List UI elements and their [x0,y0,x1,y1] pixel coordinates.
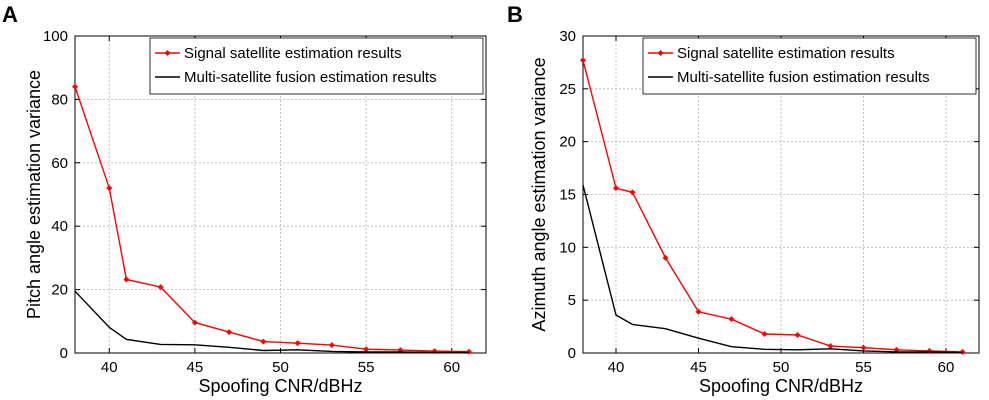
panel-letter: B [507,2,523,27]
y-axis-label: Pitch angle estimation variance [24,70,44,319]
data-point [794,332,801,339]
data-point [123,276,130,283]
y-tick-label: 60 [51,155,68,172]
data-point [260,338,267,345]
series-line [582,184,963,354]
series-single-satellite [72,83,472,355]
x-tick-label: 45 [187,359,204,376]
data-point [695,308,702,315]
data-point [157,284,164,291]
x-tick-label: 55 [358,359,375,376]
data-point [761,330,768,337]
data-point [860,344,867,351]
data-point [191,319,198,326]
y-tick-label: 100 [43,28,68,45]
data-point [580,57,586,64]
data-point [106,185,113,192]
data-point [294,340,301,347]
x-tick-label: 45 [690,359,707,376]
series-line [74,290,469,354]
x-tick-label: 55 [855,359,872,376]
x-tick-label: 40 [101,359,118,376]
legend-label: Signal satellite estimation results [184,45,402,62]
y-tick-label: 0 [568,345,576,362]
legend: Signal satellite estimation results Multi… [642,37,977,95]
x-tick-label: 40 [608,359,625,376]
legend-label: Signal satellite estimation results [677,45,895,62]
legend-box [149,37,484,95]
legend-label: Multi-satellite fusion estimation result… [677,69,930,86]
legend-swatch-marker [657,50,664,56]
y-tick-label: 10 [559,239,576,256]
data-point [328,342,335,349]
data-point [629,189,636,196]
y-tick-label: 30 [559,28,576,45]
y-tick-label: 15 [559,187,576,204]
x-tick-label: 60 [443,359,460,376]
series-multi-satellite-fusion [582,184,963,354]
series-multi-satellite-fusion [74,290,469,354]
legend: Signal satellite estimation results Multi… [149,37,484,95]
data-point [363,346,370,353]
x-axis-label: Spoofing CNR/dBHz [699,376,863,396]
data-point [662,254,669,261]
y-tick-label: 5 [568,292,576,309]
x-tick-label: 50 [773,359,790,376]
data-point [613,185,619,192]
data-point [827,343,834,350]
x-tick-label: 60 [938,359,955,376]
y-tick-label: 80 [51,91,68,108]
data-point [72,83,78,90]
panel-letter: A [2,2,18,27]
legend-label: Multi-satellite fusion estimation result… [184,69,437,86]
y-tick-label: 20 [51,282,68,299]
y-tick-label: 20 [559,134,576,151]
y-tick-label: 0 [60,345,68,362]
data-point [226,329,233,336]
legend-box [642,37,977,95]
chart-panel-b: B 40 45 50 55 60 0 5 10 15 20 25 30 Spoofing CNR/dBHz… [507,2,980,396]
y-tick-label: 25 [559,81,576,98]
legend-swatch-marker [164,50,171,56]
data-point [728,316,735,323]
y-tick-label: 40 [51,218,68,235]
x-tick-label: 50 [272,359,289,376]
y-axis-label: Azimuth angle estimation variance [529,57,549,331]
chart-panel-a: A 40 45 50 55 60 0 20 40 60 80 100 Spoofing CNR/dBHz… [2,2,487,396]
x-axis-label: Spoofing CNR/dBHz [198,376,362,396]
